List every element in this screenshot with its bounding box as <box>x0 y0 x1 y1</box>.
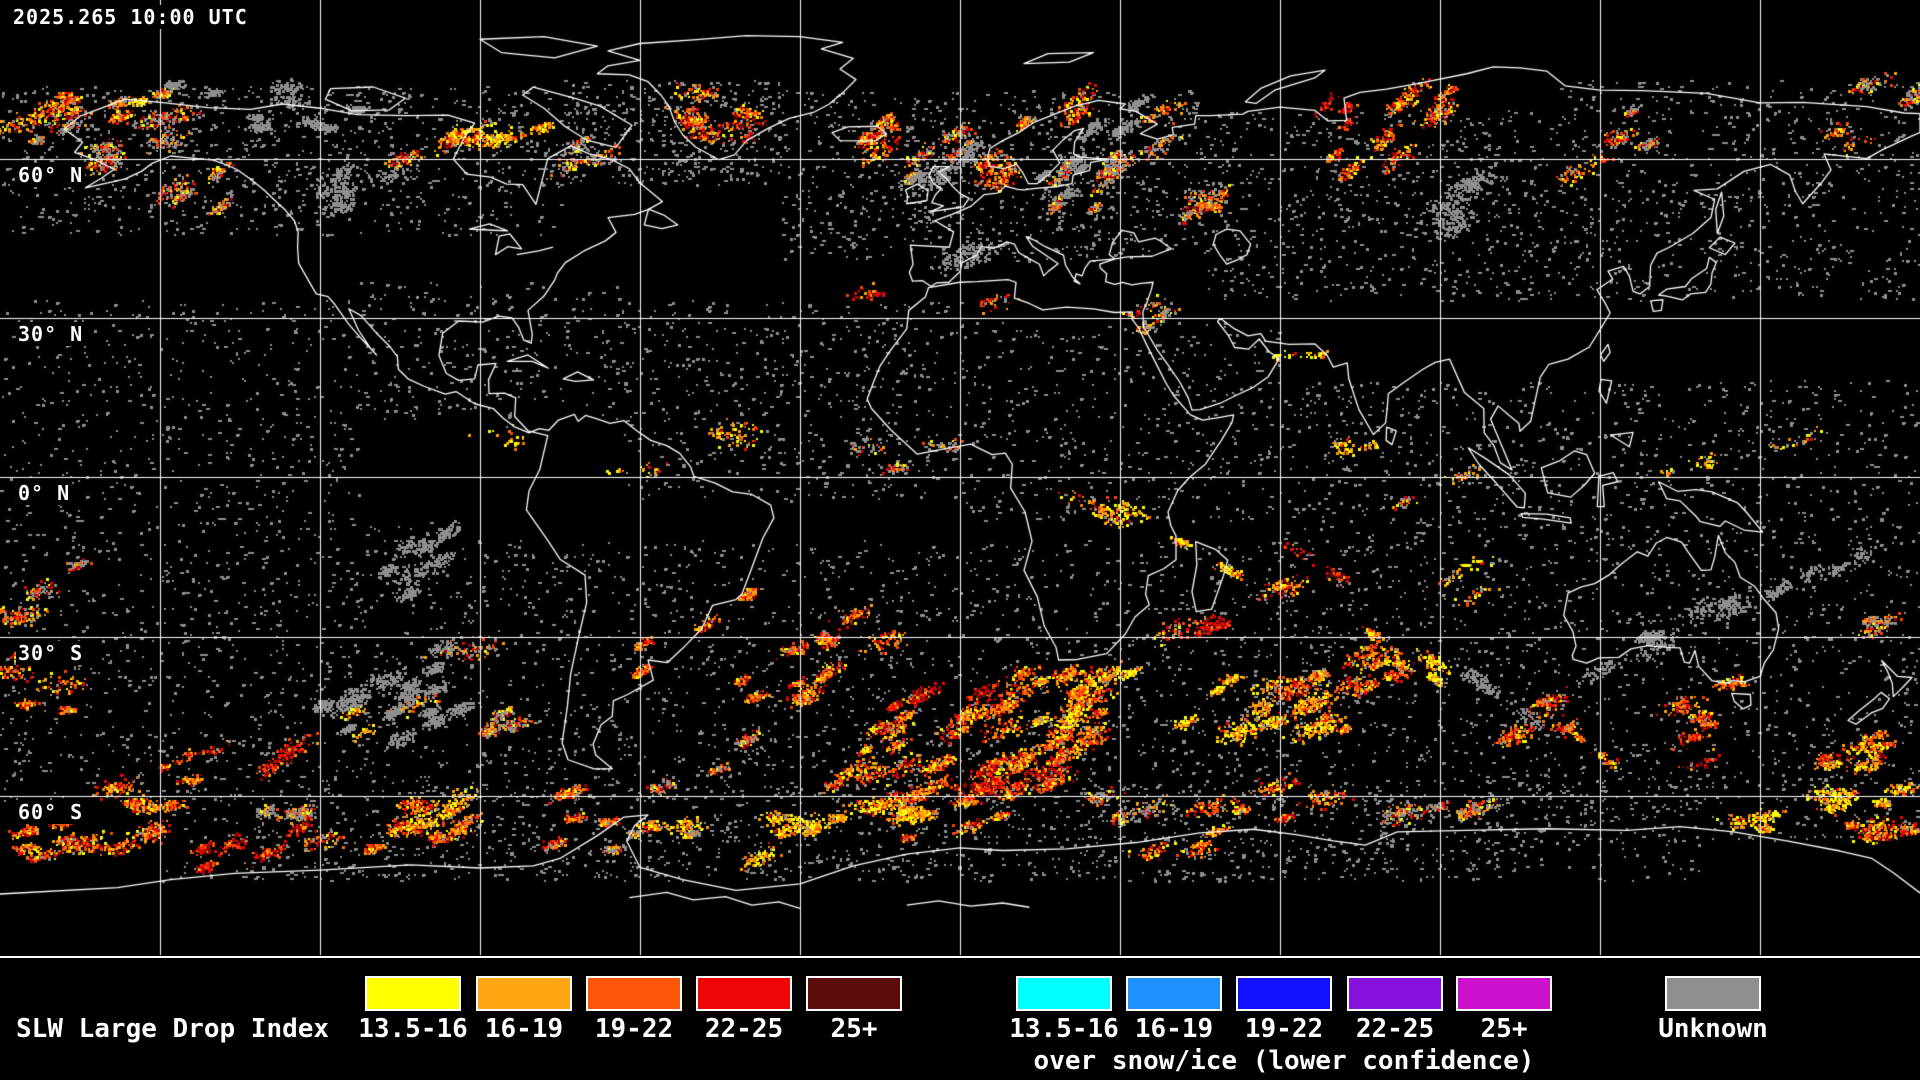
legend-title: SLW Large Drop Index <box>16 1014 330 1044</box>
snow-ice-swatch-19-22 <box>1236 976 1332 1011</box>
legend-snow-caption: over snow/ice (lower confidence) <box>1033 1046 1535 1076</box>
snow-ice-range-label: 16-19 <box>1134 1014 1214 1044</box>
map-legend-separator <box>0 956 1920 958</box>
timestamp-label: 2025.265 10:00 UTC <box>10 5 251 29</box>
snow-ice-swatch-13.5-16 <box>1016 976 1112 1011</box>
slw-swatch-13.5-16 <box>365 976 461 1011</box>
snow-ice-range-label: 19-22 <box>1244 1014 1324 1044</box>
snow-ice-swatch-25+ <box>1456 976 1552 1011</box>
slw-range-label: 22-25 <box>704 1014 784 1044</box>
snow-ice-swatch-22-25 <box>1347 976 1443 1011</box>
slw-range-label: 25+ <box>830 1014 878 1044</box>
lat-label-30N: 30° N <box>16 322 86 346</box>
slw-swatch-25+ <box>806 976 902 1011</box>
snow-ice-range-label: 22-25 <box>1355 1014 1435 1044</box>
lat-label-60N: 60° N <box>16 163 86 187</box>
slw-range-label: 19-22 <box>594 1014 674 1044</box>
unknown-swatch-unknown <box>1665 976 1761 1011</box>
snow-ice-range-label: 13.5-16 <box>1009 1014 1119 1044</box>
slw-swatch-16-19 <box>476 976 572 1011</box>
snow-ice-swatch-16-19 <box>1126 976 1222 1011</box>
lat-label-60S: 60° S <box>16 800 86 824</box>
slw-range-label: 13.5-16 <box>358 1014 468 1044</box>
unknown-range-label: Unknown <box>1658 1014 1768 1044</box>
slw-swatch-19-22 <box>586 976 682 1011</box>
lat-label-0N: 0° N <box>16 481 73 505</box>
slw-swatch-22-25 <box>696 976 792 1011</box>
snow-ice-range-label: 25+ <box>1480 1014 1528 1044</box>
lat-label-30S: 30° S <box>16 641 86 665</box>
slw-range-label: 16-19 <box>484 1014 564 1044</box>
